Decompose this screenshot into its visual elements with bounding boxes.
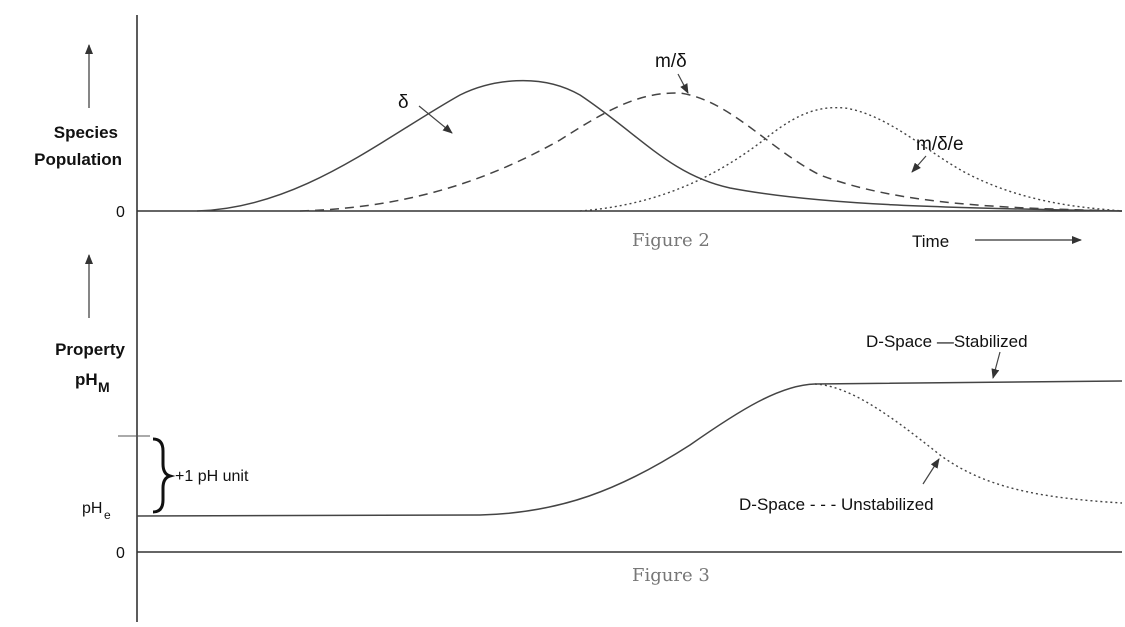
m-delta-e-pointer [911,155,927,173]
bottom-ylabel-line1: Property [55,340,125,359]
top-ylabel-line2: Population [34,150,122,169]
phe-label-sub: e [104,508,111,522]
figure-3-caption: Figure 3 [632,565,710,586]
delta-label: δ [398,92,409,113]
ph-unit-brace [152,437,176,514]
delta-curve [196,79,1123,212]
top-zero-label: 0 [116,204,125,221]
m-delta-label: m/δ [655,51,687,72]
bottom-zero-label: 0 [116,545,125,562]
m-delta-e-curve [579,106,1123,212]
phe-label-main: pH [82,500,102,517]
unstabilized-pointer [922,458,940,485]
m-delta-pointer [677,73,689,94]
figure-2-caption: Figure 2 [632,230,710,251]
unstabilized-curve [814,383,1123,504]
unstabilized-label: D-Space - - - Unstabilized [739,495,934,514]
stabilized-label: D-Space —Stabilized [866,332,1028,351]
time-label: Time [912,232,949,251]
m-delta-curve [299,92,1123,212]
stabilized-pointer [991,351,1001,379]
m-delta-e-label: m/δ/e [916,134,964,155]
stabilized-curve [136,380,1123,517]
bottom-ylabel-ph-main: pH [75,370,98,389]
top-ylabel-line1: Species [54,123,118,142]
bottom-ylabel-ph-sub: M [98,379,110,395]
brace-label: +1 pH unit [175,468,249,485]
delta-pointer [418,105,453,134]
